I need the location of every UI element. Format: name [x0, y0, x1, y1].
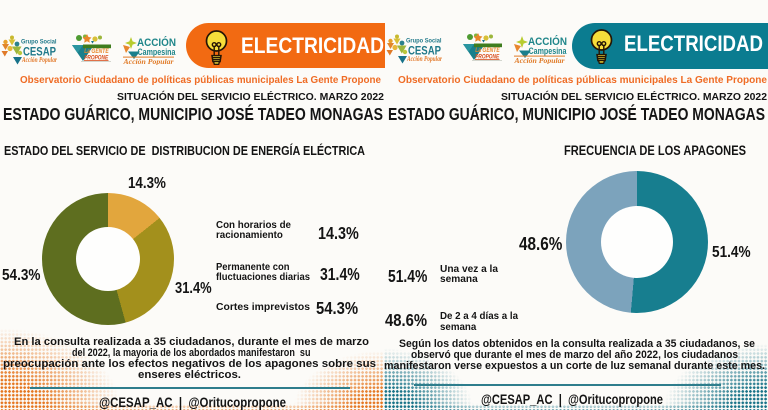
svg-text:PROPONE: PROPONE	[475, 53, 500, 60]
svg-text:Acción Popular: Acción Popular	[406, 55, 442, 63]
svg-text:Grupo Social: Grupo Social	[406, 38, 442, 45]
svg-text:CESAP: CESAP	[23, 45, 56, 59]
svg-text:Acción Popular: Acción Popular	[122, 57, 173, 65]
svg-text:PROPONE: PROPONE	[84, 54, 109, 61]
svg-text:ACCIÓN: ACCIÓN	[528, 35, 567, 48]
svg-text:CESAP: CESAP	[408, 44, 441, 58]
svg-text:ACCIÓN: ACCIÓN	[137, 36, 176, 49]
svg-text:Campesina: Campesina	[529, 46, 568, 56]
svg-text:Campesina: Campesina	[138, 47, 177, 57]
svg-text:La GENTE: La GENTE	[84, 48, 109, 55]
svg-text:Acción Popular: Acción Popular	[513, 56, 564, 64]
svg-text:La GENTE: La GENTE	[475, 47, 500, 54]
svg-text:Acción Popular: Acción Popular	[21, 56, 57, 64]
svg-text:Grupo Social: Grupo Social	[21, 39, 57, 46]
